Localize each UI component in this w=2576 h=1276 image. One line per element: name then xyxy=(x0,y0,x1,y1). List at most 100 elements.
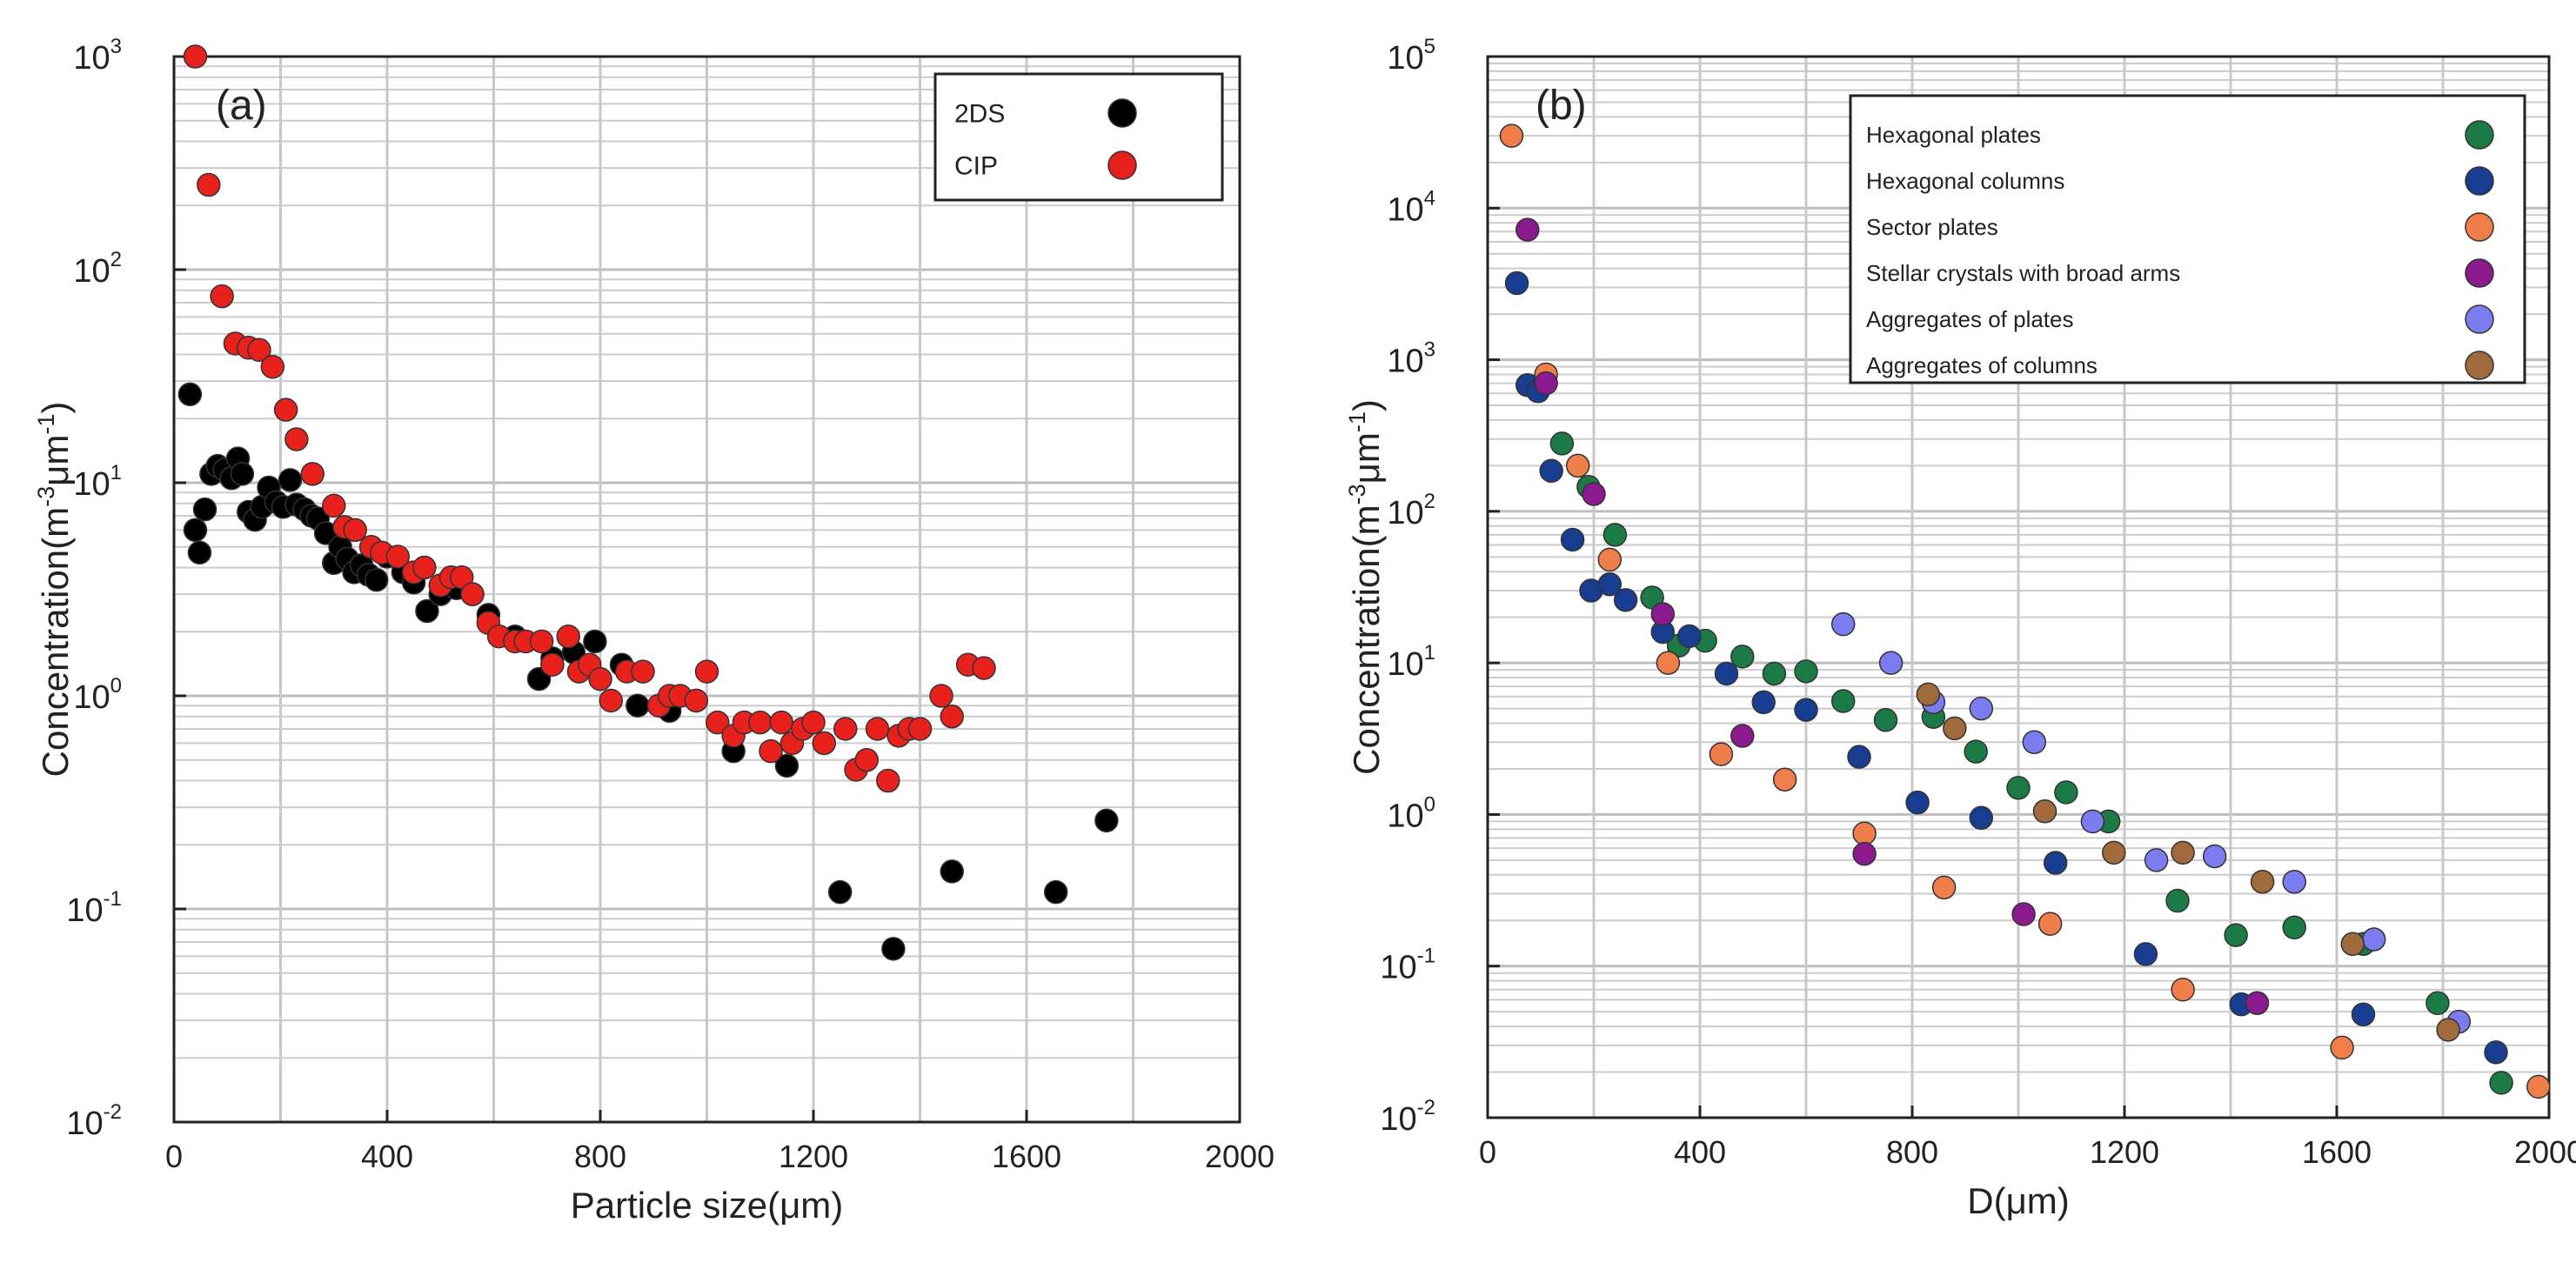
data-point xyxy=(2361,927,2386,952)
data-point xyxy=(583,629,607,654)
data-point xyxy=(1969,696,1994,721)
data-point xyxy=(972,656,996,680)
series-cip xyxy=(183,44,996,793)
data-point xyxy=(2054,780,2078,805)
data-point xyxy=(2436,1018,2460,1042)
data-point xyxy=(1709,742,1734,766)
y-tick-label: 103 xyxy=(73,35,122,77)
data-point xyxy=(929,684,953,708)
y-tick-label: 104 xyxy=(1387,186,1435,228)
data-point xyxy=(1597,572,1623,597)
legend-marker xyxy=(2465,258,2494,288)
legend-marker xyxy=(2465,351,2494,380)
legend-label: Hexagonal plates xyxy=(1866,122,2041,148)
data-point xyxy=(2282,870,2306,894)
data-point xyxy=(599,688,623,713)
data-point xyxy=(1830,611,1856,637)
y-tick-label: 105 xyxy=(1387,35,1435,77)
data-point xyxy=(2037,912,2063,936)
x-tick-label: 400 xyxy=(1674,1134,1726,1170)
data-point xyxy=(769,710,793,735)
data-point xyxy=(540,652,565,677)
data-point xyxy=(2144,848,2169,872)
data-point xyxy=(1677,624,1702,649)
data-point xyxy=(2526,1074,2551,1099)
series-stellar-crystals-with-broad-arms xyxy=(1515,217,2270,1016)
plot-frame xyxy=(172,55,1241,1124)
data-point xyxy=(626,693,650,718)
series-aggregates-of-columns xyxy=(1916,682,2460,1042)
y-axis-label: Concentration(m-3μm-1) xyxy=(1344,399,1387,775)
data-point xyxy=(1730,645,1755,669)
y-tick-label: 102 xyxy=(1387,490,1435,531)
data-point xyxy=(273,397,298,422)
x-tick-label: 0 xyxy=(165,1139,183,1174)
data-point xyxy=(177,382,203,407)
y-tick-label: 100 xyxy=(1387,792,1435,834)
data-point xyxy=(1043,879,1068,905)
x-axis-label: Particle size(μm) xyxy=(571,1185,844,1226)
data-point xyxy=(385,544,410,569)
x-tick-label: 2000 xyxy=(2514,1134,2576,1170)
y-tick-label: 103 xyxy=(1387,338,1435,380)
x-tick-label: 0 xyxy=(1479,1134,1496,1170)
y-tick-label: 10-1 xyxy=(66,887,122,929)
data-point xyxy=(801,710,826,735)
data-point xyxy=(2425,991,2450,1016)
legend-label: CIP xyxy=(954,152,998,181)
data-point xyxy=(694,659,719,684)
x-tick-label: 2000 xyxy=(1205,1139,1275,1174)
data-point xyxy=(2006,775,2031,800)
data-point xyxy=(460,582,485,606)
data-point xyxy=(210,284,234,309)
legend-label: Sector plates xyxy=(1866,214,1998,240)
data-point xyxy=(1905,790,1930,815)
x-tick-label: 1200 xyxy=(779,1139,848,1174)
data-point xyxy=(278,468,303,492)
data-point xyxy=(2202,844,2227,869)
y-axis-label: Concentration(m-3μm-1) xyxy=(33,402,76,778)
x-tick-label: 1200 xyxy=(2090,1134,2159,1170)
data-point xyxy=(415,598,439,624)
legend-label: Stellar crystals with broad arms xyxy=(1866,260,2180,286)
series-aggregates-of-plates xyxy=(1830,611,2472,1034)
data-point xyxy=(2102,840,2126,865)
data-point xyxy=(1656,651,1681,675)
data-point xyxy=(2171,977,2195,1002)
data-point xyxy=(774,753,800,778)
data-point xyxy=(684,688,708,713)
panel-label: (a) xyxy=(216,83,267,129)
data-point xyxy=(1873,708,1898,732)
data-point xyxy=(1964,739,1988,764)
data-point xyxy=(1830,689,1856,713)
data-point xyxy=(260,354,285,379)
y-tick-label: 10-1 xyxy=(1380,945,1435,986)
data-point xyxy=(529,629,554,654)
data-point xyxy=(2351,1002,2376,1027)
plot-frame xyxy=(1486,55,2551,1119)
data-point xyxy=(1613,588,1638,612)
legend-label: Aggregates of columns xyxy=(1866,352,2098,378)
data-point xyxy=(1762,661,1787,686)
data-point xyxy=(2043,851,2068,875)
x-tick-label: 1600 xyxy=(992,1139,1061,1174)
data-point xyxy=(192,497,217,522)
data-point xyxy=(631,659,655,684)
data-point xyxy=(2484,1040,2508,1065)
panel-label: (b) xyxy=(1536,83,1587,129)
data-point xyxy=(1534,371,1558,396)
data-point xyxy=(412,555,437,580)
data-point xyxy=(2224,923,2248,947)
data-point xyxy=(748,710,773,735)
data-point xyxy=(876,768,900,793)
data-point xyxy=(588,666,612,691)
data-point xyxy=(187,540,212,565)
data-point xyxy=(1539,458,1563,484)
data-point xyxy=(2330,1035,2354,1060)
data-point xyxy=(1916,682,1941,707)
data-point xyxy=(1602,523,1628,547)
data-point xyxy=(2165,888,2190,913)
legend-marker xyxy=(2465,120,2494,150)
